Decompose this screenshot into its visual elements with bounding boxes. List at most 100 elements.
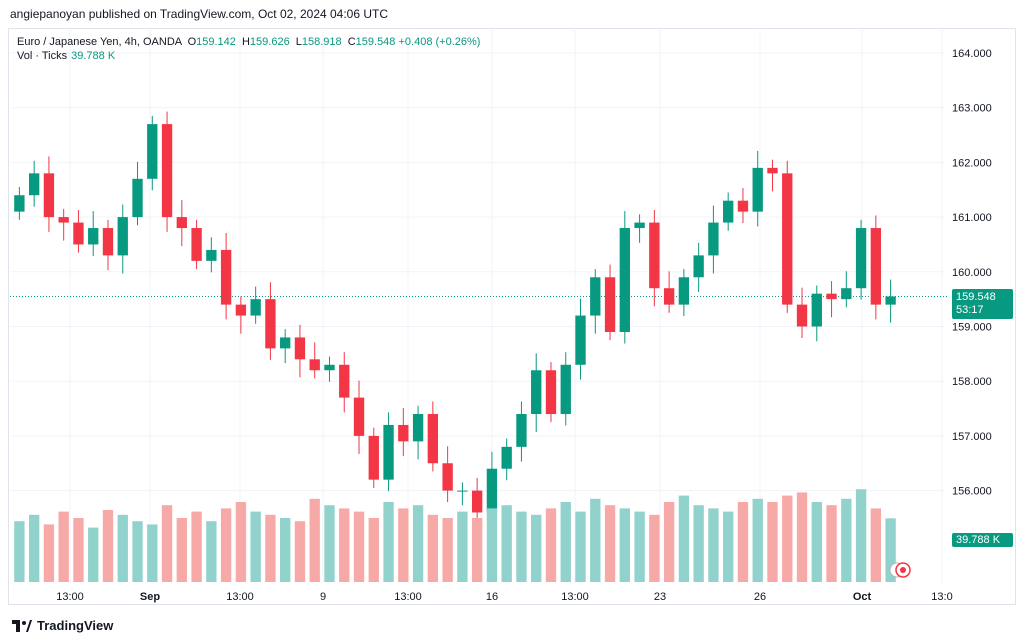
chart-frame bbox=[8, 28, 1016, 605]
volume-bar bbox=[457, 511, 468, 582]
candle-body bbox=[457, 490, 468, 492]
volume-bar bbox=[383, 502, 394, 582]
volume-bar bbox=[604, 505, 616, 582]
volume-bar bbox=[117, 514, 128, 582]
volume-bar bbox=[708, 508, 719, 582]
y-tick-label: 163.000 bbox=[952, 103, 992, 115]
candle-body bbox=[486, 468, 498, 513]
x-tick-label: 13:00 bbox=[394, 591, 422, 603]
x-tick-label: 23 bbox=[654, 591, 666, 603]
y-tick-label: 159.000 bbox=[952, 322, 992, 334]
volume-bar bbox=[855, 489, 867, 582]
candle-body bbox=[28, 173, 40, 196]
volume-bar bbox=[368, 518, 379, 582]
volume-bar bbox=[634, 511, 645, 582]
volume-bar bbox=[58, 511, 69, 582]
volume-bar bbox=[782, 495, 793, 582]
x-tick-label: 26 bbox=[754, 591, 766, 603]
volume-value: 39.788 K bbox=[71, 50, 116, 62]
candle-body bbox=[280, 337, 291, 349]
volume-bar bbox=[663, 502, 675, 582]
volume-bar bbox=[841, 498, 852, 582]
volume-bar bbox=[220, 508, 232, 582]
candle-body bbox=[841, 288, 852, 300]
candle-body bbox=[265, 299, 276, 349]
candle-body bbox=[708, 222, 719, 256]
volume-bar bbox=[501, 505, 512, 582]
volume-bar bbox=[43, 524, 55, 582]
volume-bar bbox=[88, 527, 99, 582]
volume-bar bbox=[723, 511, 734, 582]
volume-bar bbox=[796, 492, 808, 582]
candle-body bbox=[752, 167, 763, 212]
open-key: O bbox=[187, 36, 197, 48]
bar-countdown: 53:17 bbox=[956, 304, 984, 316]
candle-body bbox=[398, 424, 409, 442]
candle-body bbox=[220, 249, 232, 305]
low-key: L bbox=[295, 36, 302, 48]
candle-body bbox=[442, 463, 453, 491]
volume-bar bbox=[678, 495, 690, 582]
volume-bar bbox=[486, 508, 498, 582]
volume-bar bbox=[737, 502, 749, 582]
x-tick-label: 13:0 bbox=[931, 591, 952, 603]
volume-bar bbox=[324, 505, 335, 582]
volume-bar bbox=[442, 518, 453, 582]
tradingview-logo-icon bbox=[12, 619, 32, 632]
y-tick-label: 156.000 bbox=[952, 486, 992, 498]
y-tick-label: 158.000 bbox=[952, 376, 992, 388]
y-tick-label: 157.000 bbox=[952, 431, 992, 443]
candle-body bbox=[590, 277, 601, 316]
candle-body bbox=[14, 195, 25, 212]
volume-label[interactable]: Vol · Ticks bbox=[17, 50, 68, 62]
candle-body bbox=[649, 222, 660, 289]
candle-body bbox=[796, 304, 808, 327]
volume-bar bbox=[545, 508, 557, 582]
volume-bar bbox=[531, 514, 542, 582]
volume-bar bbox=[693, 505, 704, 582]
candle-body bbox=[501, 446, 512, 469]
candle-body bbox=[516, 414, 527, 447]
volume-bar bbox=[590, 498, 601, 582]
candle-body bbox=[767, 167, 778, 174]
volume-bar bbox=[767, 502, 778, 582]
x-tick-label: 13:00 bbox=[226, 591, 254, 603]
tradingview-footer[interactable]: TradingView bbox=[12, 618, 113, 633]
candle-body bbox=[88, 228, 99, 245]
volume-bar bbox=[102, 510, 114, 582]
volume-bar bbox=[471, 518, 483, 582]
candle-body bbox=[604, 277, 616, 332]
x-tick-label: 9 bbox=[320, 591, 326, 603]
volume-bar bbox=[14, 521, 25, 582]
candle-body bbox=[723, 200, 734, 223]
candle-body bbox=[826, 293, 837, 300]
candle-body bbox=[43, 173, 55, 218]
volume-bar bbox=[560, 502, 571, 582]
symbol-label[interactable]: Euro / Japanese Yen, 4h, OANDA bbox=[17, 36, 182, 48]
volume-tag: 39.788 K bbox=[952, 533, 1013, 547]
volume-bar bbox=[250, 511, 261, 582]
candle-body bbox=[412, 414, 424, 442]
last-price-tag: 159.548 53:17 bbox=[952, 289, 1013, 319]
y-tick-label: 164.000 bbox=[952, 48, 992, 60]
volume-bar bbox=[176, 518, 187, 582]
ohlc-legend: Euro / Japanese Yen, 4h, OANDA O159.142 … bbox=[17, 34, 480, 50]
volume-bar bbox=[826, 505, 837, 582]
candle-body bbox=[737, 200, 749, 212]
volume-bar bbox=[28, 514, 40, 582]
alert-icon[interactable] bbox=[888, 561, 914, 579]
high-value: 159.626 bbox=[249, 36, 290, 48]
candle-body bbox=[250, 299, 261, 316]
volume-bar bbox=[206, 521, 217, 582]
y-tick-label: 160.000 bbox=[952, 267, 992, 279]
candle-body bbox=[471, 490, 483, 513]
close-value: 159.548 bbox=[355, 36, 396, 48]
candle-body bbox=[102, 228, 114, 256]
x-tick-label: 13:00 bbox=[561, 591, 589, 603]
change-value: +0.408 (+0.26%) bbox=[398, 36, 481, 48]
volume-bar bbox=[870, 508, 882, 582]
candle-body bbox=[117, 217, 128, 256]
candle-body bbox=[619, 228, 630, 332]
candle-body bbox=[870, 228, 882, 305]
